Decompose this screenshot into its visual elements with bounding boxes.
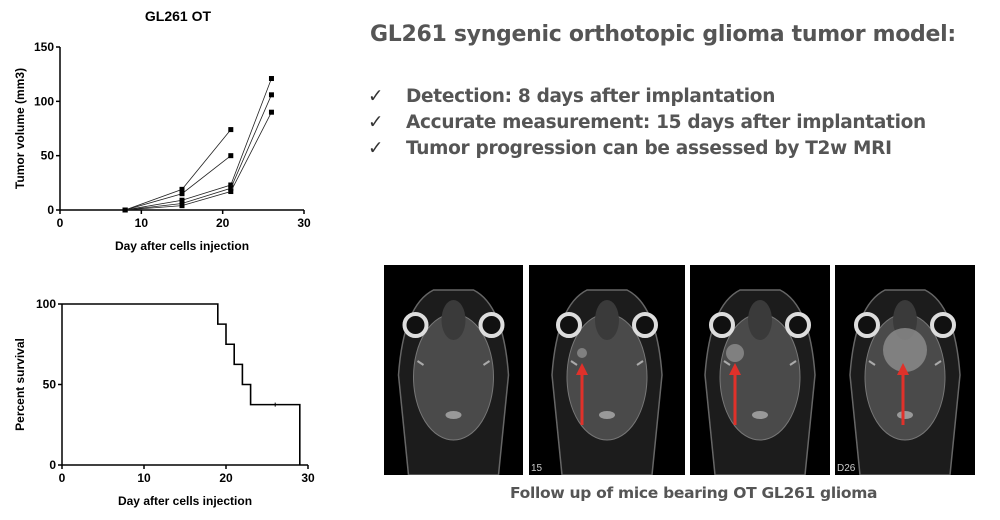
- ventricle: [752, 411, 768, 419]
- x-tick-label: 10: [135, 216, 149, 230]
- mri-image-3: [690, 265, 830, 476]
- image-caption: Follow up of mice bearing OT GL261 gliom…: [510, 484, 878, 502]
- y-tick-label: 50: [43, 378, 57, 392]
- bullet-list: ✓ Detection: 8 days after implantation ✓ A…: [368, 86, 926, 164]
- eye: [854, 312, 880, 338]
- data-point: [179, 203, 185, 209]
- y-axis-label: Percent survival: [13, 338, 27, 431]
- tumor: [577, 348, 587, 358]
- data-point: [268, 76, 274, 82]
- series-line: [124, 129, 232, 211]
- data-point: [228, 153, 234, 159]
- tumor-volume-chart: GL261 OT 0 10 20 30 0 50 100 150 Day after cells …: [13, 8, 311, 253]
- check-icon: ✓: [368, 112, 384, 133]
- mri-image-1: [384, 265, 523, 476]
- x-tick-label: 10: [137, 471, 151, 485]
- y-tick-label: 0: [47, 203, 54, 217]
- data-point: [179, 186, 185, 192]
- vessel: [934, 360, 942, 366]
- eye: [556, 312, 582, 338]
- vessel: [570, 360, 578, 366]
- eye: [785, 312, 811, 338]
- vessel: [636, 360, 644, 366]
- eye: [709, 312, 735, 338]
- bullet-item: ✓ Detection: 8 days after implantation: [368, 86, 926, 112]
- mri-label: D26: [837, 463, 856, 474]
- mri-label: 15: [531, 463, 543, 474]
- data-point: [228, 182, 234, 188]
- vessel: [482, 360, 491, 366]
- arrow-head-icon: [729, 363, 741, 375]
- olfactory-bulb: [441, 300, 466, 340]
- arrow-head-icon: [576, 363, 588, 375]
- slide-heading: GL261 syngenic orthotopic glioma tumor m…: [370, 22, 956, 47]
- y-tick-label: 150: [34, 40, 54, 54]
- data-point: [228, 127, 234, 133]
- x-axis-label: Day after cells injection: [115, 239, 249, 253]
- y-axis-label: Tumor volume (mm3): [13, 68, 27, 189]
- x-tick-label: 20: [216, 216, 230, 230]
- tumor: [726, 344, 744, 362]
- chart-title: GL261 OT: [145, 8, 212, 24]
- x-tick-label: 20: [219, 471, 233, 485]
- ventricle: [599, 411, 615, 419]
- vessel: [789, 360, 797, 366]
- data-point: [122, 207, 128, 213]
- data-point: [268, 109, 274, 115]
- x-tick-label: 30: [301, 471, 315, 485]
- ventricle: [897, 411, 913, 419]
- check-icon: ✓: [368, 138, 384, 159]
- olfactory-bulb: [595, 300, 619, 340]
- data-point: [228, 189, 234, 195]
- bullet-item: ✓ Tumor progression can be assessed by T2…: [368, 138, 926, 164]
- series-line: [124, 155, 232, 211]
- y-tick-label: 50: [41, 149, 55, 163]
- x-tick-label: 30: [297, 216, 311, 230]
- x-tick-label: 0: [57, 216, 64, 230]
- eye: [402, 312, 429, 338]
- survival-chart: 0 10 20 30 0 50 100 Day after cells injection Pe…: [13, 297, 315, 508]
- data-point: [228, 185, 234, 191]
- vessel: [416, 360, 425, 366]
- mri-image-4: D26: [835, 265, 975, 476]
- mri-image-2: 15: [529, 265, 685, 476]
- eye: [930, 312, 956, 338]
- ventricle: [445, 411, 462, 419]
- data-point: [179, 197, 185, 203]
- arrow-head-icon: [897, 363, 909, 375]
- x-axis-label: Day after cells injection: [118, 494, 252, 508]
- series-line: [125, 94, 272, 211]
- survival-curve: [62, 303, 301, 465]
- data-point: [179, 191, 185, 197]
- bullet-text: Detection: 8 days after implantation: [406, 86, 776, 107]
- eye: [478, 312, 505, 338]
- data-point: [268, 92, 274, 98]
- y-tick-label: 0: [49, 458, 56, 472]
- vessel: [723, 360, 731, 366]
- olfactory-bulb: [748, 300, 772, 340]
- y-tick-label: 100: [36, 297, 56, 311]
- x-tick-label: 0: [59, 471, 66, 485]
- series-line: [124, 78, 272, 211]
- series-line: [125, 112, 272, 211]
- bullet-item: ✓ Accurate measurement: 15 days after imp…: [368, 112, 926, 138]
- bullet-text: Accurate measurement: 15 days after impl…: [406, 112, 926, 133]
- eye: [632, 312, 658, 338]
- check-icon: ✓: [368, 86, 384, 107]
- bullet-text: Tumor progression can be assessed by T2w…: [406, 138, 892, 159]
- vessel: [868, 360, 876, 366]
- y-tick-label: 100: [34, 94, 54, 108]
- tumor: [883, 328, 927, 372]
